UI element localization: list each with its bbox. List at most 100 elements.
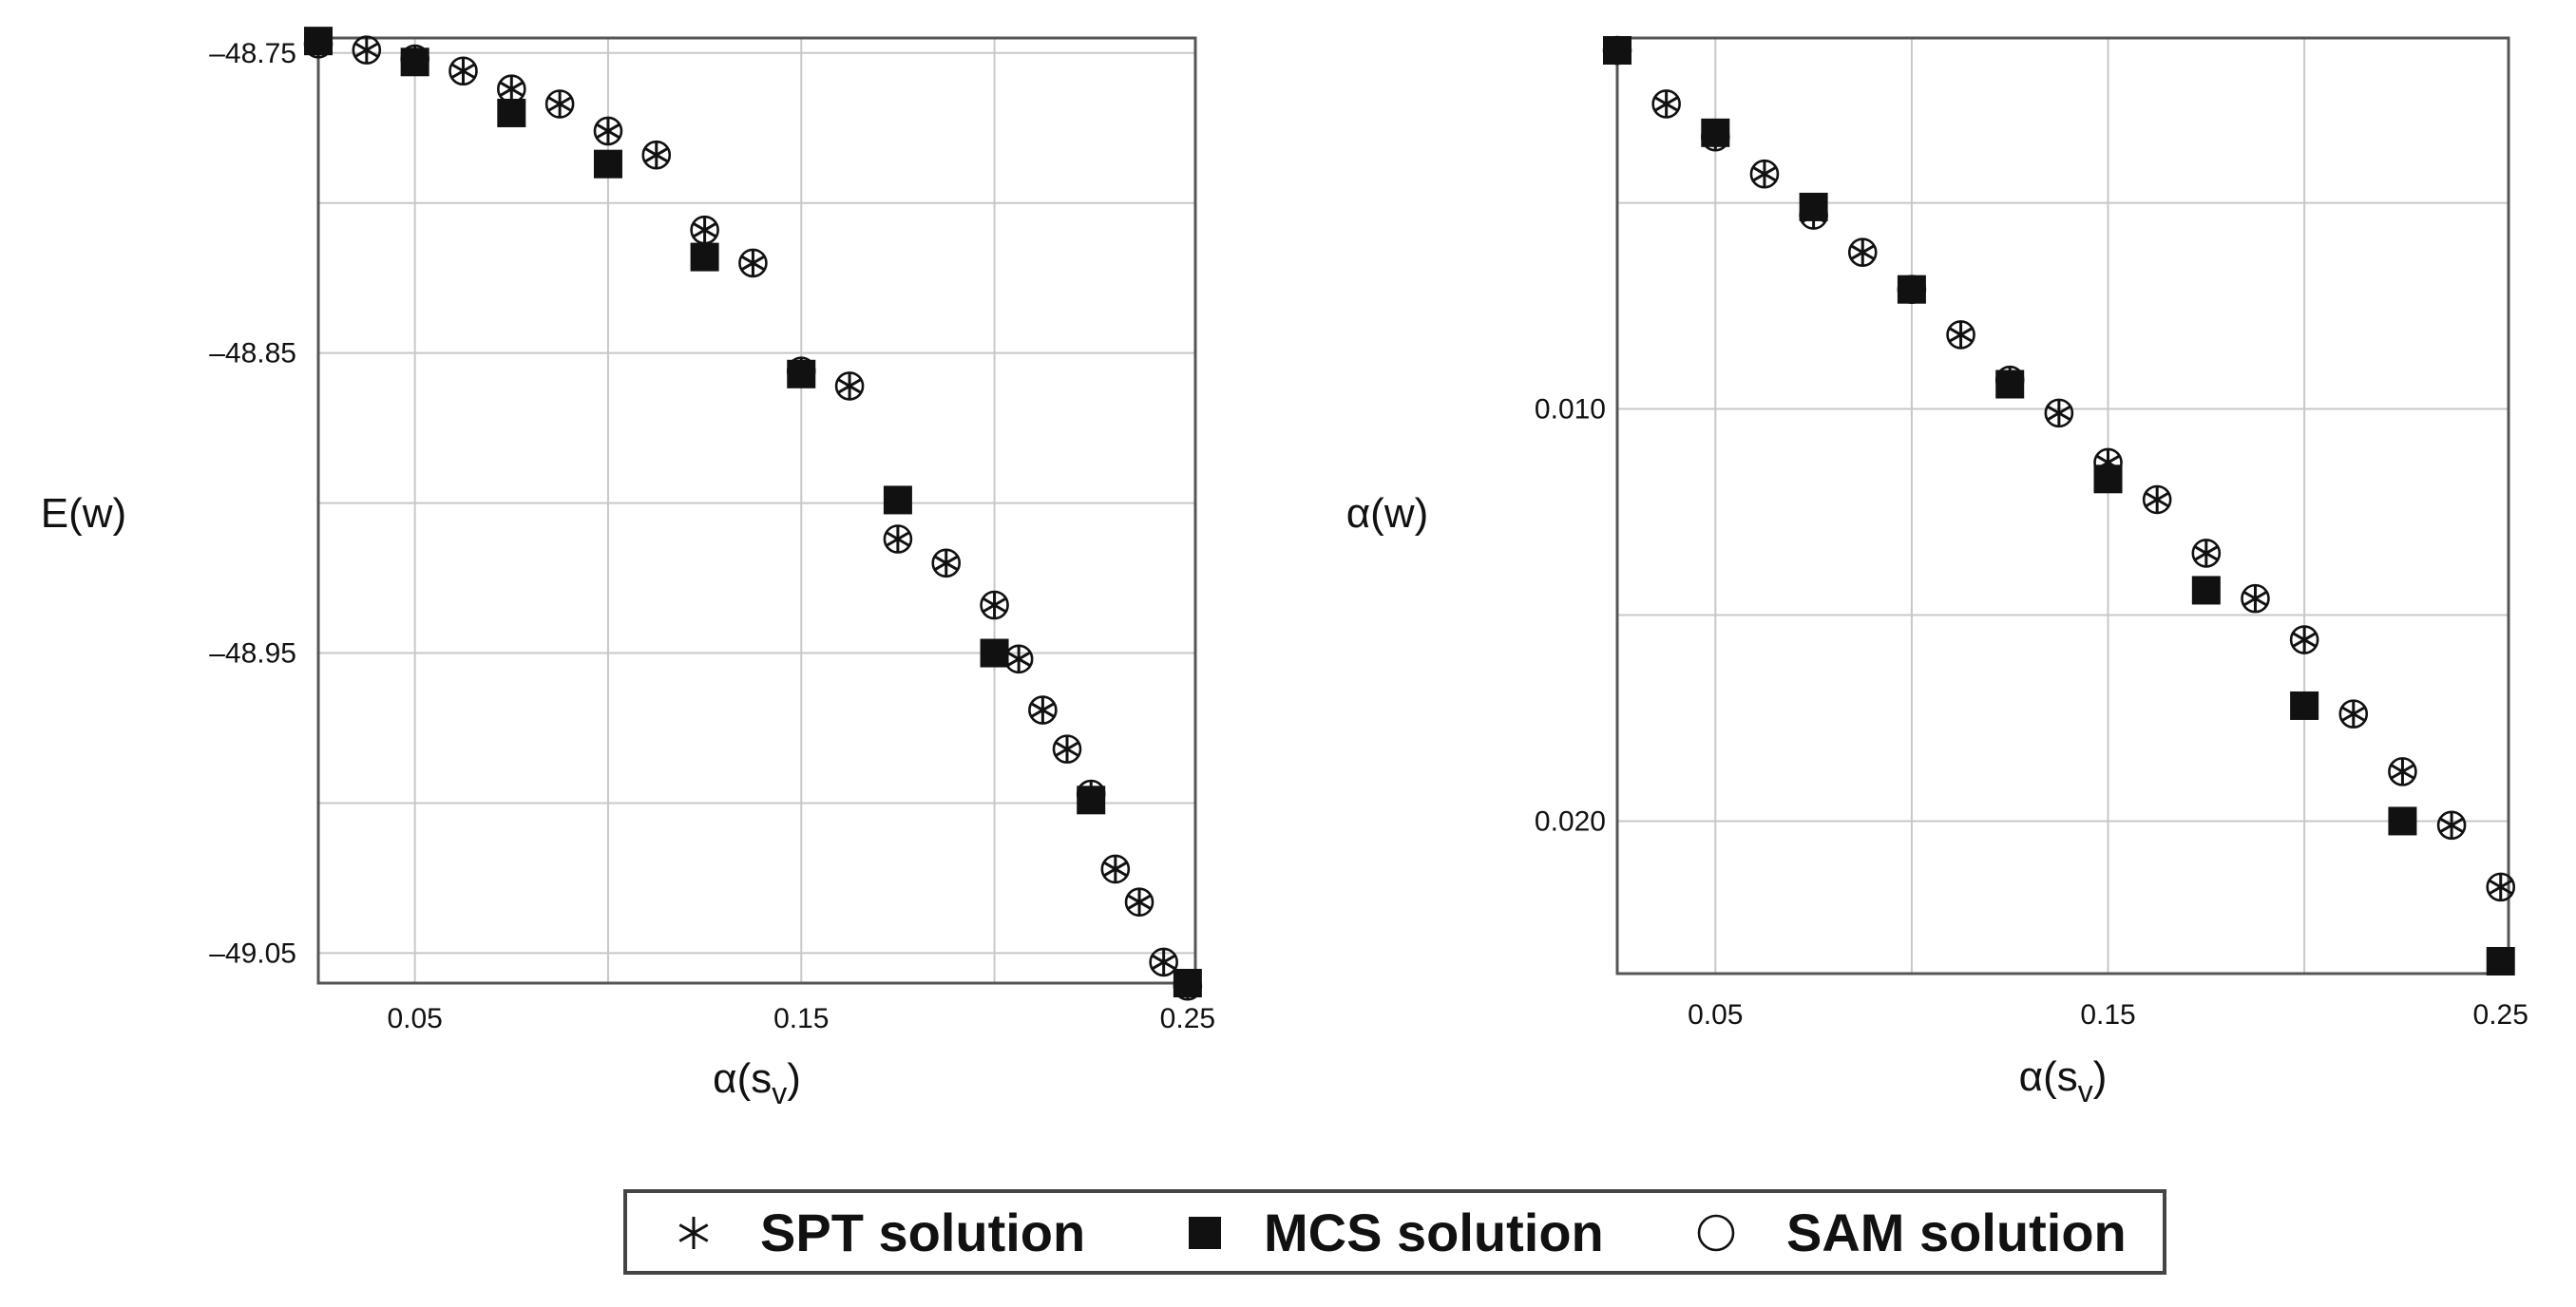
sam-point <box>641 140 672 170</box>
legend-item-spt: SPT solution <box>678 1203 1085 1262</box>
mcs-point <box>883 485 912 515</box>
legend-label-sam: SAM solution <box>1786 1203 2127 1262</box>
x-axis-label: α(sv) <box>2019 1053 2108 1108</box>
spt-point <box>2341 701 2365 727</box>
sam-point <box>738 248 768 278</box>
mcs-point <box>1701 118 1730 147</box>
spt-point <box>1055 736 1079 762</box>
spt-point <box>500 76 524 102</box>
sam-point <box>1847 237 1878 267</box>
spt-point <box>1949 322 1973 348</box>
legend-item-sam: SAM solution <box>1697 1203 2127 1262</box>
sam-point <box>2436 810 2467 841</box>
sam-point <box>1100 854 1131 884</box>
sam-point <box>593 116 623 146</box>
y-axis-label: E(w) <box>41 490 126 537</box>
x-tick-label: 0.15 <box>773 1003 829 1034</box>
mcs-point <box>1077 786 1106 815</box>
legend-item-mcs: MCS solution <box>1189 1203 1604 1262</box>
spt-point <box>548 91 572 117</box>
plot-frame <box>1615 36 2510 976</box>
left-plot-energy: –48.75 –48.85 –48.95 –49.05 0.05 0.15 0.25 α(sv… <box>41 27 1215 1110</box>
y-tick-label: –48.85 <box>209 338 296 369</box>
sam-point <box>1946 320 1975 350</box>
sam-point <box>834 371 865 401</box>
x-tick-label: 0.05 <box>387 1003 442 1034</box>
spt-point <box>2440 812 2464 838</box>
legend-frame <box>623 1189 2166 1275</box>
mcs-point <box>787 359 816 388</box>
y-tick-label: 0.010 <box>1535 394 1606 426</box>
grid <box>318 38 1195 983</box>
legend-square-icon <box>1189 1217 1221 1249</box>
sam-point <box>883 524 913 554</box>
mcs-point <box>1995 369 2025 399</box>
legend-circle-icon <box>1697 1214 1735 1252</box>
mcs-point <box>497 98 526 127</box>
legend-circle-mark <box>1697 1214 1735 1252</box>
mcs-point <box>400 47 429 77</box>
x-tick-label: 0.25 <box>2473 999 2528 1031</box>
sam-point <box>2142 484 2172 515</box>
spt-point <box>1851 239 1875 265</box>
sam-point <box>2241 583 2270 614</box>
spt-point <box>1128 889 1152 915</box>
spt-point <box>1152 949 1175 975</box>
legend-star-mark <box>678 1217 709 1249</box>
sam-point <box>448 56 478 86</box>
right-plot-alpha-w: 0.010 0.020 0.05 0.15 0.25 α(sv) α(w) <box>1346 35 2528 1108</box>
plot-area <box>1617 38 2509 974</box>
grid <box>1617 38 2509 974</box>
spt-point <box>741 250 765 275</box>
legend-star-icon <box>678 1217 709 1249</box>
sam-point <box>2388 757 2417 786</box>
legend-square-mark <box>1189 1217 1221 1249</box>
spt-point <box>1031 697 1055 723</box>
data-points <box>1602 35 2516 976</box>
spt-point <box>2489 874 2512 900</box>
spt-point <box>2047 400 2070 426</box>
plot-frame <box>316 36 1197 985</box>
sam-point <box>352 35 382 65</box>
mcs-point <box>2191 576 2221 605</box>
spt-point <box>596 118 620 143</box>
plot-area <box>318 38 1195 983</box>
spt-point <box>1103 856 1127 881</box>
spt-point <box>644 142 668 168</box>
sam-point <box>2486 872 2516 902</box>
y-axis-label: α(w) <box>1346 490 1429 537</box>
mcs-point <box>2388 806 2417 836</box>
mcs-point <box>2093 464 2123 494</box>
mcs-point <box>690 242 719 272</box>
mcs-point <box>2290 691 2319 720</box>
mcs-point <box>1603 36 1631 66</box>
y-tick-label: 0.020 <box>1535 805 1606 837</box>
sam-point <box>2191 539 2222 568</box>
spt-point <box>2146 486 2169 512</box>
spt-point <box>1007 646 1031 672</box>
sam-point <box>2044 398 2074 428</box>
spt-point <box>2243 586 2267 612</box>
sam-point <box>1149 947 1178 977</box>
x-axis-label: α(sv) <box>713 1055 801 1110</box>
sam-point <box>1028 695 1058 725</box>
y-tick-label: –48.75 <box>209 38 296 69</box>
x-tick-label: 0.15 <box>2080 999 2135 1031</box>
sam-point <box>931 548 962 578</box>
spt-point <box>886 526 909 552</box>
sam-point <box>544 89 575 119</box>
legend-label-mcs: MCS solution <box>1264 1203 1604 1262</box>
mcs-point <box>304 27 333 56</box>
x-tick-label: 0.05 <box>1688 999 1743 1031</box>
mcs-point <box>593 149 622 179</box>
spt-point <box>1654 91 1678 117</box>
sam-point <box>1124 887 1154 918</box>
y-tick-label: –48.95 <box>209 638 296 670</box>
mcs-point <box>980 638 1009 668</box>
mcs-point <box>1897 275 1926 304</box>
mcs-point <box>1173 969 1202 997</box>
spt-point <box>2194 540 2218 566</box>
sam-point <box>1749 159 1780 189</box>
spt-point <box>1752 161 1776 187</box>
